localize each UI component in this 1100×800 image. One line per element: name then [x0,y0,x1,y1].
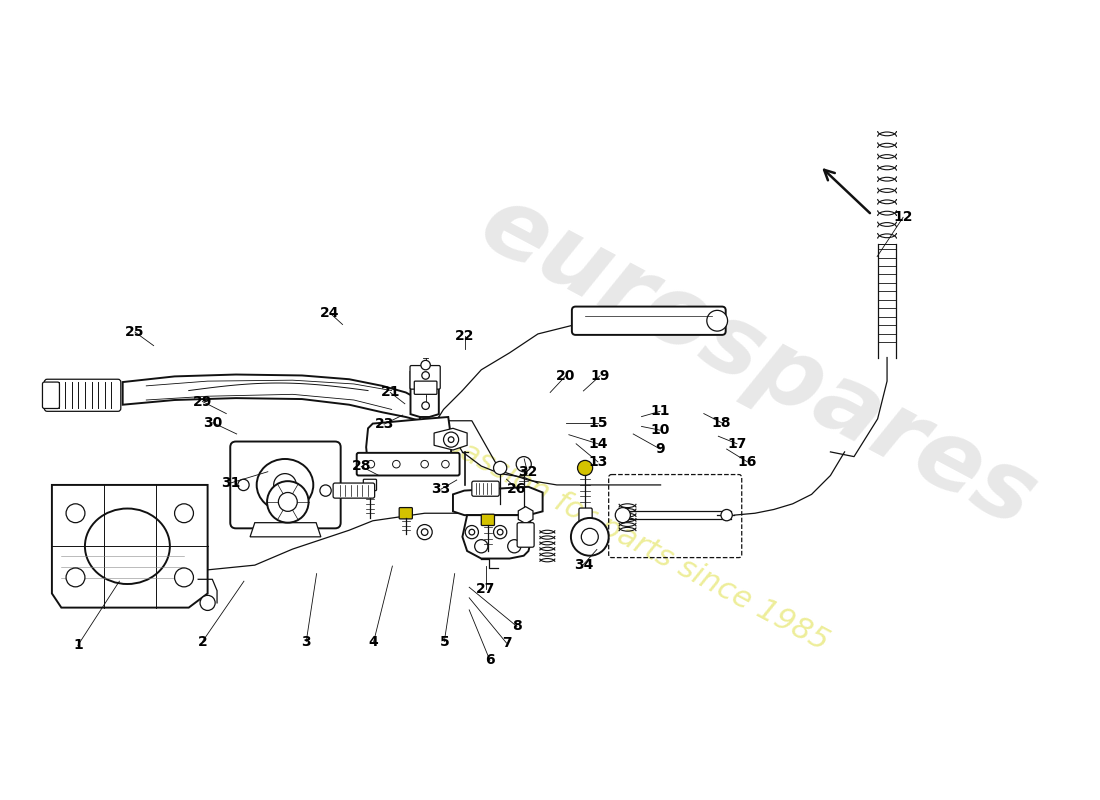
Text: 10: 10 [650,423,670,437]
Circle shape [417,525,432,540]
Text: 18: 18 [712,416,732,430]
Text: 13: 13 [588,455,607,469]
FancyBboxPatch shape [517,522,535,547]
Circle shape [494,462,507,474]
Text: 26: 26 [507,482,527,496]
Circle shape [720,510,733,521]
Text: 24: 24 [320,306,340,320]
Circle shape [320,485,331,496]
Circle shape [443,432,459,447]
Circle shape [421,360,430,370]
Text: 7: 7 [502,636,512,650]
FancyBboxPatch shape [482,514,495,526]
Circle shape [278,493,297,511]
Ellipse shape [256,459,314,511]
Text: 23: 23 [374,417,394,431]
Circle shape [448,437,454,442]
Polygon shape [453,487,542,515]
Circle shape [421,460,428,468]
Text: 6: 6 [485,654,495,667]
FancyBboxPatch shape [472,481,499,496]
Ellipse shape [85,509,169,584]
FancyBboxPatch shape [399,507,412,519]
FancyBboxPatch shape [572,306,726,335]
Circle shape [175,568,194,587]
Polygon shape [250,522,321,537]
Text: 27: 27 [476,582,495,596]
Text: 2: 2 [198,634,207,649]
Text: 1: 1 [73,638,82,652]
FancyBboxPatch shape [579,508,592,528]
Text: 25: 25 [125,325,145,339]
FancyBboxPatch shape [415,381,437,394]
FancyBboxPatch shape [230,442,341,528]
FancyBboxPatch shape [333,483,375,498]
Text: 11: 11 [650,404,670,418]
Text: 33: 33 [431,482,451,496]
Circle shape [578,460,593,475]
Circle shape [497,530,503,535]
Text: 22: 22 [455,329,475,343]
Text: 34: 34 [574,558,593,571]
Text: eurospares: eurospares [464,177,1052,548]
Text: 16: 16 [738,455,757,469]
Text: 29: 29 [192,394,212,409]
Circle shape [707,310,727,331]
Circle shape [274,474,296,496]
Polygon shape [123,374,420,421]
FancyBboxPatch shape [410,366,440,389]
Circle shape [367,460,375,468]
FancyBboxPatch shape [44,379,121,411]
Circle shape [421,372,429,379]
Circle shape [571,518,608,556]
Circle shape [615,507,630,522]
Circle shape [238,479,249,490]
Text: 19: 19 [591,369,609,383]
Circle shape [175,504,194,522]
Circle shape [66,504,85,522]
Text: 12: 12 [893,210,913,224]
Circle shape [465,526,478,538]
Text: 8: 8 [513,619,521,634]
Circle shape [66,568,85,587]
Text: 30: 30 [204,416,222,430]
Circle shape [421,402,429,410]
Circle shape [581,528,598,546]
Text: 14: 14 [588,437,607,450]
Polygon shape [366,417,451,472]
Polygon shape [410,367,439,417]
Circle shape [516,457,531,472]
Circle shape [469,530,475,535]
Circle shape [421,529,428,535]
FancyBboxPatch shape [43,382,59,409]
Circle shape [267,481,309,522]
Text: 32: 32 [518,465,537,478]
Circle shape [494,526,507,538]
FancyBboxPatch shape [363,479,376,490]
Circle shape [200,595,216,610]
Circle shape [393,460,400,468]
Text: 17: 17 [727,437,747,450]
Text: a passion for parts since 1985: a passion for parts since 1985 [412,415,833,657]
Polygon shape [434,428,468,450]
FancyBboxPatch shape [356,453,460,475]
Polygon shape [462,515,534,558]
Text: 28: 28 [352,459,371,474]
Text: 3: 3 [301,634,311,649]
Circle shape [441,460,449,468]
Text: 4: 4 [368,634,378,649]
Circle shape [508,540,521,553]
Text: 9: 9 [656,442,666,456]
Text: 31: 31 [221,476,240,490]
Text: 21: 21 [381,386,400,399]
Text: 20: 20 [556,369,575,383]
Polygon shape [52,485,208,608]
Text: 15: 15 [588,416,607,430]
Circle shape [475,540,488,553]
Text: 5: 5 [439,634,449,649]
